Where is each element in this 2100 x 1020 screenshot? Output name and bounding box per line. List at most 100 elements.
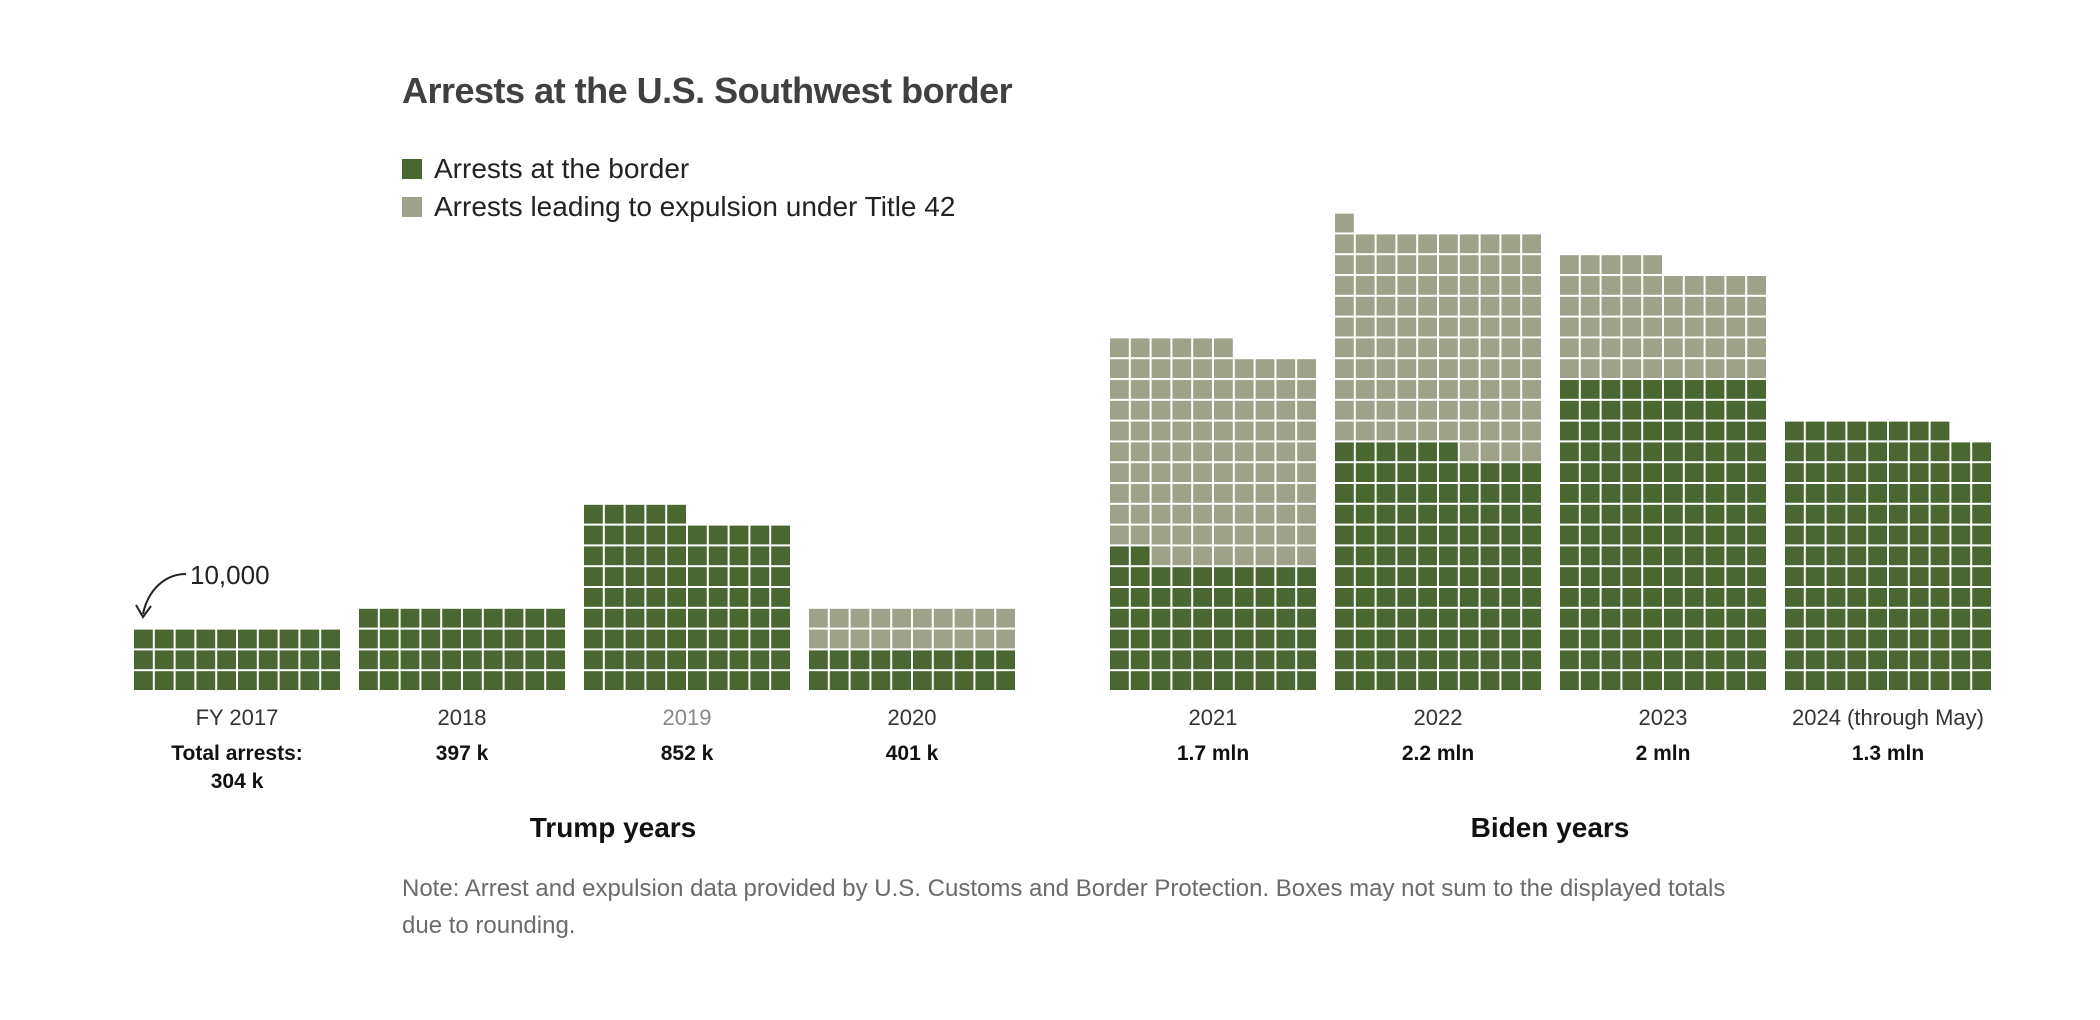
box-title42-expulsion (1276, 525, 1296, 545)
box-border-arrest (1705, 608, 1725, 628)
box-border-arrest (1376, 629, 1396, 649)
box-border-arrest (1664, 400, 1683, 420)
box-title42-expulsion (1501, 421, 1521, 441)
box-border-arrest (625, 608, 645, 628)
legend-label: Arrests leading to expulsion under Title… (434, 191, 956, 222)
box-border-arrest (1522, 567, 1541, 586)
box-border-arrest (1951, 546, 1971, 566)
box-border-arrest (1643, 629, 1662, 649)
box-border-arrest (175, 629, 195, 649)
box-border-arrest (1439, 525, 1458, 545)
box-border-arrest (400, 650, 420, 670)
box-border-arrest (1193, 671, 1212, 690)
box-border-arrest (1972, 629, 1991, 649)
box-border-arrest (1826, 650, 1846, 670)
box-border-arrest (750, 525, 770, 545)
total-value: 397 k (435, 742, 489, 765)
box-border-arrest (1172, 588, 1192, 607)
box-border-arrest (1560, 588, 1579, 607)
box-border-arrest (258, 671, 278, 690)
box-title42-expulsion (1705, 276, 1725, 295)
year-label: 2018 (437, 705, 487, 730)
box-title42-expulsion (913, 629, 932, 649)
box-border-arrest (1335, 650, 1354, 670)
box-title42-expulsion (1297, 546, 1316, 566)
box-border-arrest (1376, 588, 1396, 607)
box-title42-expulsion (1110, 463, 1129, 482)
box-title42-expulsion (1397, 317, 1417, 337)
box-title42-expulsion (1130, 463, 1150, 482)
box-title42-expulsion (1459, 359, 1479, 378)
box-border-arrest (1622, 671, 1642, 690)
box-title42-expulsion (1193, 380, 1212, 399)
box-border-arrest (1805, 608, 1825, 628)
box-title42-expulsion (1501, 380, 1521, 399)
box-border-arrest (1601, 525, 1621, 545)
box-border-arrest (667, 546, 686, 566)
box-border-arrest (688, 671, 707, 690)
box-border-arrest (1930, 463, 1950, 482)
box-border-arrest (1622, 380, 1642, 399)
box-border-arrest (1355, 442, 1375, 462)
box-border-arrest (1335, 588, 1354, 607)
box-border-arrest (1580, 421, 1600, 441)
box-border-arrest (1397, 504, 1417, 524)
box-border-arrest (1909, 629, 1929, 649)
box-border-arrest (1951, 525, 1971, 545)
box-border-arrest (1785, 463, 1804, 482)
box-border-arrest (1951, 671, 1971, 690)
box-border-arrest (1868, 421, 1887, 441)
box-border-arrest (1930, 650, 1950, 670)
box-border-arrest (1214, 588, 1233, 607)
box-title42-expulsion (996, 608, 1015, 628)
box-border-arrest (1826, 567, 1846, 586)
box-border-arrest (321, 629, 340, 649)
box-border-arrest (1439, 504, 1458, 524)
box-border-arrest (379, 608, 399, 628)
box-title42-expulsion (1214, 442, 1233, 462)
box-title42-expulsion (1335, 276, 1354, 295)
total-label: 1.3 mln (1778, 740, 1998, 768)
box-title42-expulsion (1376, 338, 1396, 358)
box-title42-expulsion (1522, 255, 1541, 274)
box-border-arrest (1418, 442, 1437, 462)
box-border-arrest (1459, 546, 1479, 566)
box-title42-expulsion (1580, 359, 1600, 378)
box-title42-expulsion (1459, 380, 1479, 399)
box-border-arrest (1909, 546, 1929, 566)
box-border-arrest (1560, 608, 1579, 628)
box-border-arrest (1747, 400, 1766, 420)
box-title42-expulsion (892, 629, 911, 649)
box-border-arrest (1439, 629, 1458, 649)
box-border-arrest (1664, 567, 1683, 586)
box-border-arrest (1847, 588, 1867, 607)
box-border-arrest (646, 567, 666, 586)
box-border-arrest (1972, 546, 1991, 566)
box-border-arrest (1255, 608, 1275, 628)
box-title42-expulsion (829, 629, 849, 649)
box-border-arrest (546, 629, 565, 649)
box-border-arrest (954, 671, 974, 690)
box-title42-expulsion (1193, 504, 1212, 524)
box-border-arrest (1951, 504, 1971, 524)
waffle-bar-4 (1110, 338, 1316, 690)
box-title42-expulsion (1255, 421, 1275, 441)
box-border-arrest (708, 608, 728, 628)
total-value: 1.7 mln (1176, 742, 1250, 765)
box-border-arrest (1889, 671, 1908, 690)
box-title42-expulsion (1439, 359, 1458, 378)
box-title42-expulsion (1255, 463, 1275, 482)
box-border-arrest (584, 525, 603, 545)
box-border-arrest (421, 650, 441, 670)
box-title42-expulsion (1726, 276, 1746, 295)
box-border-arrest (359, 608, 378, 628)
box-title42-expulsion (1151, 400, 1171, 420)
year-label: FY 2017 (195, 705, 279, 730)
box-border-arrest (771, 546, 790, 566)
box-border-arrest (525, 650, 545, 670)
total-value: 304 k (210, 770, 264, 793)
box-border-arrest (1214, 608, 1233, 628)
box-title42-expulsion (1522, 296, 1541, 316)
box-border-arrest (1909, 504, 1929, 524)
box-border-arrest (1747, 608, 1766, 628)
